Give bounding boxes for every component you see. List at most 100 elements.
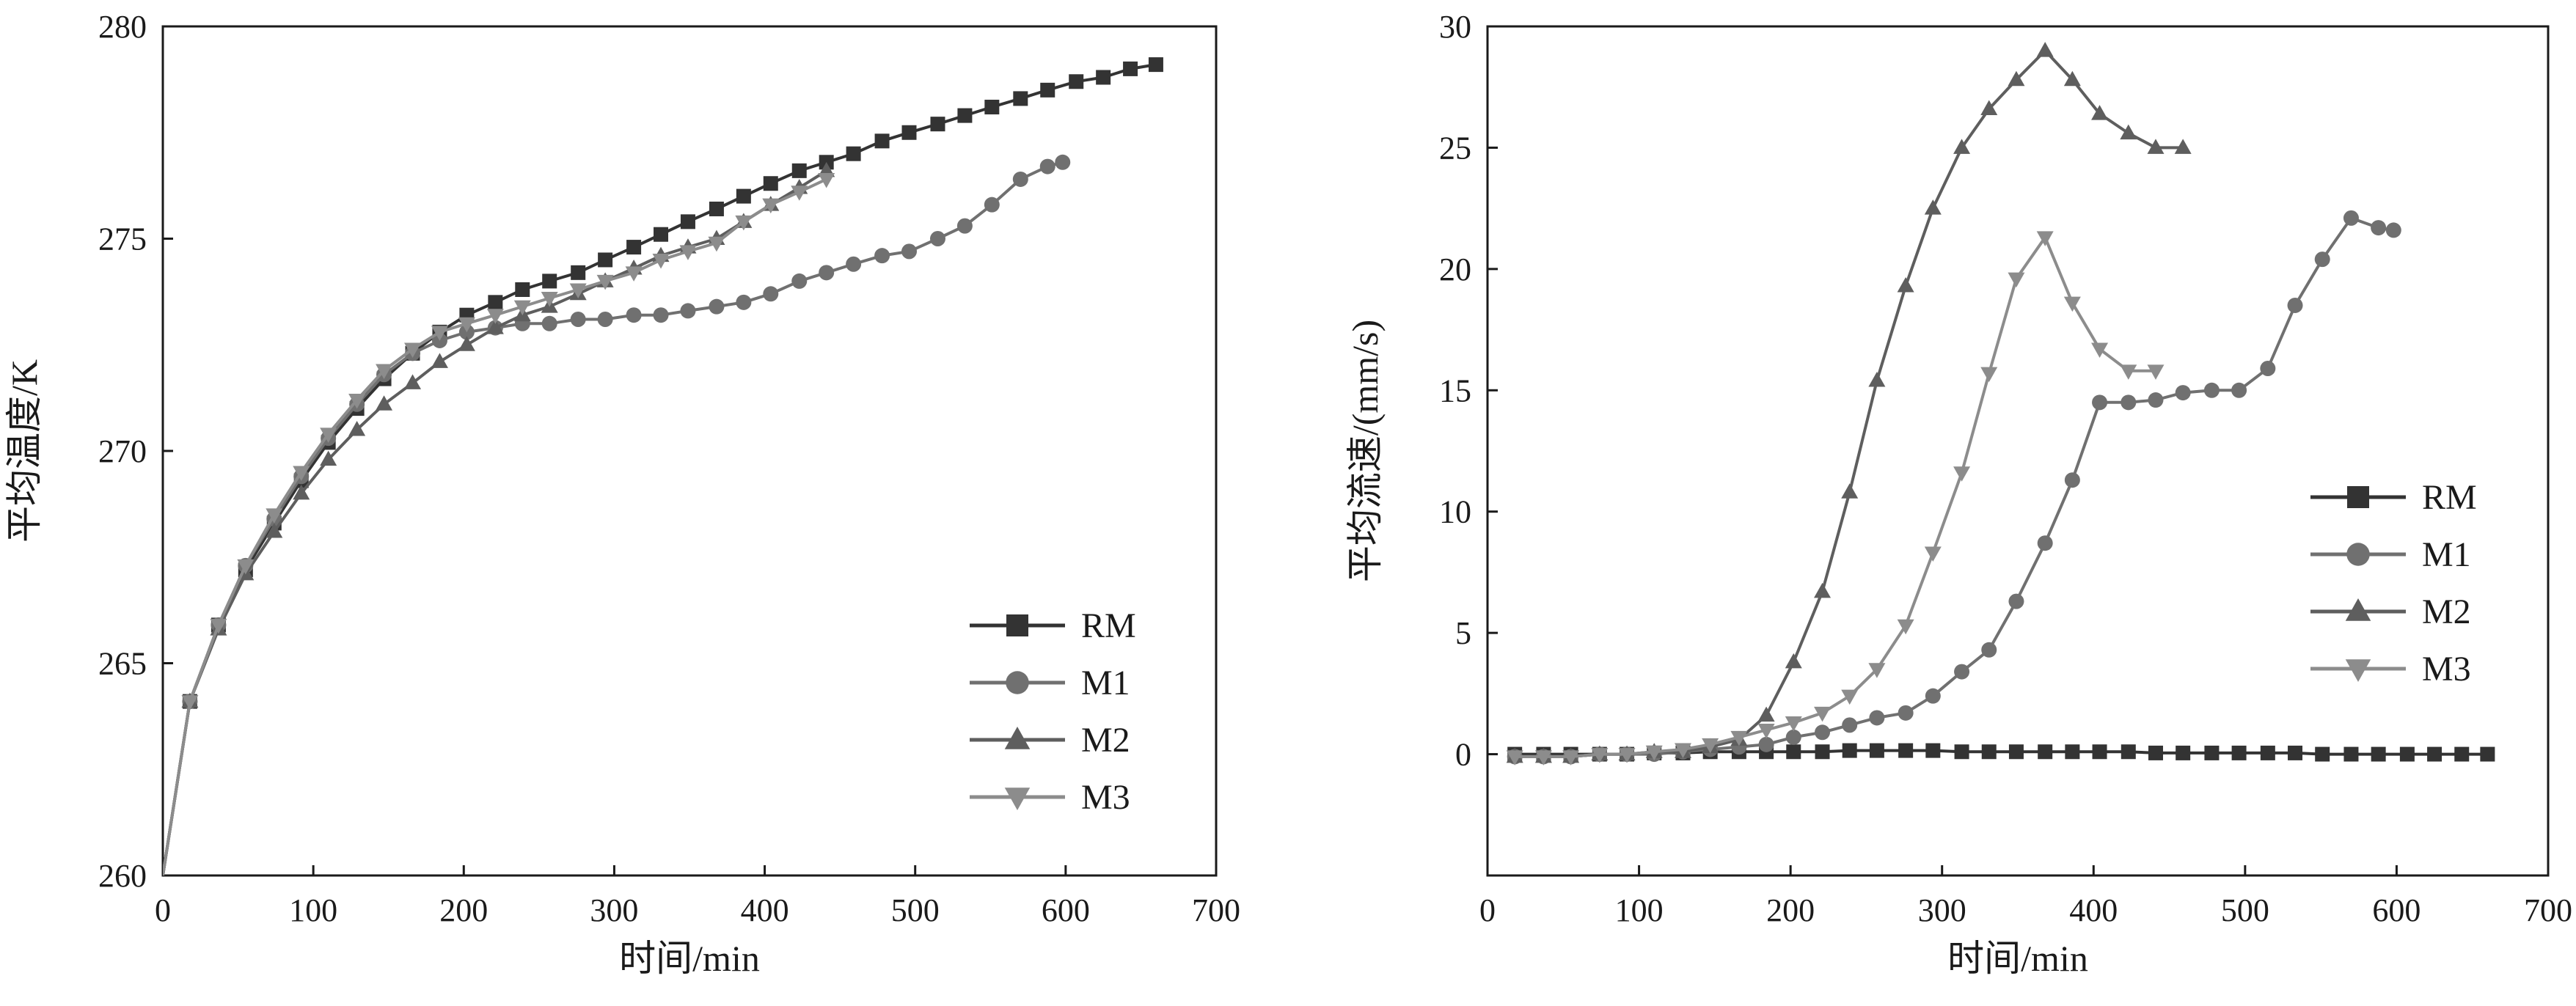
series-line-m3: [1515, 235, 2156, 758]
data-point-rm: [1898, 743, 1914, 758]
data-point-m3: [818, 172, 835, 188]
data-point-m1: [2092, 394, 2108, 411]
data-point-m1: [956, 218, 973, 234]
x-tick-label: 0: [155, 892, 171, 928]
y-axis-title: 平均温度/K: [4, 359, 45, 543]
data-point-m2: [1868, 372, 1886, 387]
data-point-m2: [1924, 199, 1942, 215]
data-point-m2: [1814, 582, 1832, 598]
data-point-m1: [2175, 385, 2191, 401]
data-point-rm: [1842, 743, 1857, 758]
data-point-m3: [266, 508, 283, 524]
legend-marker-rm: [2347, 486, 2369, 508]
x-tick-label: 100: [289, 892, 337, 928]
data-point-m1: [2314, 252, 2330, 268]
data-point-rm: [1815, 744, 1830, 760]
data-point-rm: [2288, 745, 2303, 760]
data-point-rm: [874, 133, 890, 149]
data-point-m1: [2121, 394, 2137, 411]
data-point-m1: [2203, 382, 2220, 398]
y-tick-label: 15: [1439, 372, 1471, 408]
data-point-m1: [1758, 736, 1774, 752]
data-point-rm: [2176, 745, 2191, 760]
series-line-m1: [163, 161, 1064, 875]
series-line-rm: [163, 63, 1157, 875]
data-point-m2: [2036, 42, 2054, 57]
x-tick-label: 100: [1615, 892, 1664, 928]
data-point-rm: [2343, 746, 2359, 762]
data-point-m3: [2120, 364, 2137, 380]
data-point-rm: [2427, 746, 2443, 762]
data-point-rm: [2260, 745, 2275, 760]
data-point-m1: [736, 294, 752, 310]
data-point-m2: [2008, 70, 2025, 87]
data-point-m3: [569, 283, 587, 298]
data-point-m3: [1562, 750, 1580, 765]
data-point-rm: [984, 100, 1000, 115]
data-point-m3: [1980, 367, 1998, 383]
series-line-m2: [1515, 49, 2184, 758]
data-point-rm: [1954, 744, 1969, 760]
data-point-rm: [901, 125, 917, 140]
data-point-m3: [1591, 748, 1609, 763]
data-point-m3: [2008, 272, 2025, 288]
data-point-m3: [679, 245, 697, 260]
data-point-m3: [2063, 296, 2081, 312]
data-point-m2: [1841, 483, 1859, 499]
data-point-m3: [486, 309, 504, 324]
data-point-m3: [404, 342, 422, 359]
series-line-m3: [163, 177, 827, 875]
y-tick-label: 20: [1439, 252, 1471, 287]
data-point-m2: [2063, 70, 2081, 87]
data-point-rm: [515, 282, 530, 297]
data-point-m3: [1924, 546, 1942, 562]
legend-label-m1: M1: [2422, 535, 2471, 574]
data-point-m2: [2091, 105, 2109, 120]
velocity-chart: 0 100 200 300 400 500 600 700 0 5 10 15 20 25 30 时间/min…: [1344, 9, 2572, 979]
data-point-m3: [348, 394, 366, 409]
data-point-m2: [404, 374, 422, 389]
data-point-m3: [1506, 750, 1523, 765]
data-point-rm: [2231, 745, 2247, 760]
data-point-m2: [376, 395, 393, 411]
data-point-m1: [570, 312, 586, 328]
data-point-m1: [597, 312, 613, 328]
data-point-m2: [266, 523, 283, 538]
legend-label-m3: M3: [1081, 778, 1130, 817]
data-point-m1: [1981, 642, 1997, 658]
data-point-m2: [1980, 100, 1998, 115]
y-tick-label: 25: [1439, 130, 1471, 166]
legend-label-m1: M1: [1081, 664, 1130, 702]
series-group: [163, 57, 1163, 875]
data-point-m3: [708, 236, 725, 252]
legend-marker-m1: [1006, 671, 1029, 694]
data-point-rm: [2148, 745, 2163, 760]
data-point-rm: [846, 146, 861, 161]
data-point-m1: [1815, 724, 1831, 741]
data-point-m2: [1785, 653, 1802, 669]
data-point-m1: [1925, 688, 1941, 704]
data-point-m2: [2174, 139, 2192, 154]
data-point-m1: [874, 248, 890, 264]
data-point-m1: [1012, 171, 1028, 187]
data-point-rm: [1123, 61, 1138, 76]
data-point-m3: [1785, 716, 1802, 732]
data-point-m1: [2371, 220, 2387, 236]
legend-marker-m2: [1004, 727, 1031, 749]
data-point-m3: [2147, 364, 2165, 380]
data-point-rm: [626, 240, 642, 255]
x-tick-label: 400: [2069, 892, 2118, 928]
legend-label-m3: M3: [2422, 650, 2471, 689]
data-point-m1: [1039, 158, 1055, 175]
data-point-m2: [2147, 139, 2165, 154]
data-point-m3: [1702, 738, 1719, 754]
data-point-rm: [736, 188, 751, 204]
legend-marker-m3: [2345, 659, 2371, 682]
data-point-m3: [596, 274, 614, 290]
data-point-rm: [1869, 743, 1884, 758]
data-point-m3: [458, 317, 475, 333]
data-point-m3: [625, 266, 643, 282]
data-point-rm: [791, 163, 807, 178]
data-point-m3: [541, 292, 558, 307]
